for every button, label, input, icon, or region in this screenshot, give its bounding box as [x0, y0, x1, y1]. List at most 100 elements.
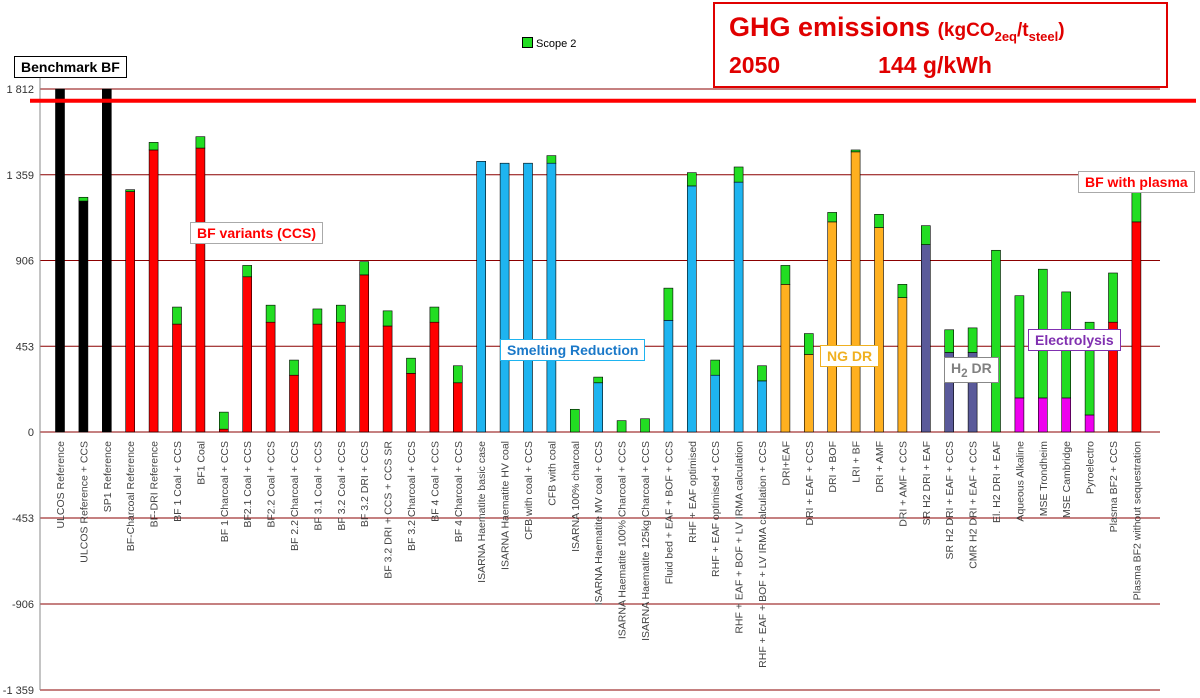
x-tick-label: BF 3.2 DRI + CCS — [359, 441, 371, 527]
bar-segment-base — [219, 428, 229, 433]
y-tick-label: 453 — [16, 341, 34, 353]
bar-segment-scope2 — [429, 306, 440, 323]
x-tick-label: ISARNA Haematite 125kg Charcoal + CCS — [640, 441, 652, 641]
y-tick-label: 1 812 — [6, 84, 34, 96]
x-tick-label: BF 2.2 Charcoal + CCS — [289, 441, 301, 551]
bar-segment-scope2 — [265, 304, 276, 323]
bar-segment-base — [148, 149, 159, 433]
bar-segment-base — [499, 162, 510, 433]
bar-segment-base — [312, 323, 323, 433]
bar-segment-base — [663, 320, 674, 433]
chart-subtitle: 2050 144 g/kWh — [729, 52, 992, 79]
bar-segment-base — [827, 221, 838, 433]
bar-segment-scope2 — [593, 376, 604, 384]
bar-segment-base — [1014, 397, 1025, 433]
y-tick-label: -906 — [12, 599, 34, 611]
annotation-h2-dr: H2 DR — [944, 357, 999, 383]
bar-segment-scope2 — [569, 408, 580, 433]
x-tick-label: BF 4 Coal + CCS — [429, 441, 441, 522]
x-tick-label: ISARNA Haematite MV coal + CCS — [593, 441, 605, 605]
bar-segment-base — [452, 382, 463, 433]
bar-segment-scope2 — [382, 310, 393, 327]
annotation-electrolysis: Electrolysis — [1028, 329, 1121, 351]
x-tick-label: SR H2 DRI + EAF + CCS — [944, 441, 956, 559]
x-tick-label: LRI + BF — [851, 441, 863, 483]
x-tick-label: DRI + AMF + CCS — [897, 441, 909, 527]
legend: Scope 2 — [522, 37, 576, 50]
x-tick-label: MSE Trondheim — [1038, 441, 1050, 517]
y-tick-label: -1 359 — [3, 685, 34, 697]
x-tick-label: BF 1 Charcoal + CCS — [219, 441, 231, 542]
y-tick-label: 906 — [16, 256, 34, 268]
x-tick-label: ULCOS Reference + CCS — [78, 441, 90, 563]
x-tick-label: RHF + EAF optimised — [687, 441, 699, 543]
x-tick-label: ISARNA Haematite HV coal — [500, 441, 512, 570]
title-intensity: 144 g/kWh — [878, 52, 992, 78]
x-tick-label: DRI + AMF — [874, 441, 886, 493]
bar-segment-scope2 — [686, 172, 697, 187]
x-tick-label: CMR H2 DRI + EAF + CCS — [968, 441, 980, 569]
bar-segment-scope2 — [546, 155, 557, 164]
bar-segment-scope2 — [289, 359, 299, 376]
bar-segment-base — [429, 321, 440, 433]
bar-segment-base — [78, 200, 89, 433]
bar-segment-base — [1038, 397, 1048, 433]
bar-segment-base — [289, 374, 299, 433]
x-tick-label: RHF + EAF + BOF + LV IRMA calculation + … — [757, 441, 769, 668]
bar-segment-base — [897, 297, 908, 433]
bar-segment-base — [920, 244, 931, 433]
bar-segment-scope2 — [640, 418, 650, 433]
bar-segment-scope2 — [616, 420, 627, 433]
bar-segment-base — [335, 321, 346, 433]
bar-segment-base — [850, 151, 861, 433]
x-tick-label: SR H2 DRI + EAF — [921, 441, 933, 525]
bar-segment-scope2 — [125, 189, 135, 192]
x-tick-label: ULCOS Reference — [55, 441, 67, 529]
unit-suffix: ) — [1058, 20, 1065, 41]
bar-segment-base — [359, 274, 370, 433]
x-tick-label: BF-DRI Reference — [149, 441, 161, 528]
y-tick-label: 0 — [28, 427, 34, 439]
y-axis: 1 812 1 359 906 453 0 -453 -906 -1 359 — [3, 69, 41, 697]
x-tick-label: BF 3.2 DRI + CCS + CCS SR — [383, 441, 395, 579]
bar-segment-scope2 — [148, 142, 159, 151]
bar-segment-scope2 — [1108, 272, 1118, 323]
title-year: 2050 — [729, 52, 781, 78]
bar-segment-base — [1084, 414, 1095, 433]
annotation-h2dr-sub: 2 — [961, 366, 968, 380]
bar-segment-scope2 — [663, 287, 674, 321]
bar-segment-base — [55, 88, 65, 433]
x-tick-label: ISARNA Haematite 100% Charcoal + CCS — [617, 441, 629, 639]
x-tick-label: BF 4 Charcoal + CCS — [453, 441, 465, 542]
bar-segment-scope2 — [944, 329, 955, 353]
x-tick-label: BF1 Coal — [195, 441, 207, 485]
x-tick-label: Fluid bed + EAF + BOF + CCS — [663, 441, 675, 584]
x-tick-label: Aqueous Alkaline — [1014, 441, 1026, 522]
bar-segment-scope2 — [733, 166, 744, 183]
x-tick-label: MSE Cambridge — [1061, 441, 1073, 518]
bar-segment-scope2 — [172, 306, 182, 325]
x-tick-label: BF 3.1 Coal + CCS — [312, 441, 324, 531]
bar-segment-base — [757, 380, 767, 433]
x-tick-label: BF2.1 Coal + CCS — [242, 441, 254, 528]
bar-segment-base — [406, 373, 416, 433]
x-axis-labels: ULCOS Reference ULCOS Reference + CCS SP1 … — [55, 441, 1143, 668]
bar-segment-scope2 — [897, 284, 908, 298]
bar-segment-scope2 — [1131, 191, 1142, 223]
annotation-plasma-text: BF with plasma — [1085, 174, 1188, 190]
bar-segment-base — [803, 354, 814, 433]
bar-segment-base — [523, 162, 533, 433]
x-tick-label: Pyroelectro — [1085, 441, 1097, 494]
annotation-bf-variants-text: BF variants (CCS) — [197, 225, 317, 241]
annotation-electrolysis-text: Electrolysis — [1035, 332, 1114, 348]
chart-title: GHG emissions (kgCO2eq/tsteel) — [729, 12, 1065, 44]
bar-segment-scope2 — [219, 411, 229, 430]
x-tick-label: DRI+EAF — [780, 441, 792, 486]
bar-segment-scope2 — [757, 365, 767, 382]
unit-sub2: steel — [1028, 28, 1059, 44]
bar-segment-scope2 — [827, 212, 838, 223]
annotation-h2dr-tail: DR — [967, 360, 992, 376]
bar-segment-scope2 — [78, 196, 89, 202]
bar-segment-scope2 — [850, 149, 861, 153]
bar-segment-scope2 — [452, 365, 463, 384]
